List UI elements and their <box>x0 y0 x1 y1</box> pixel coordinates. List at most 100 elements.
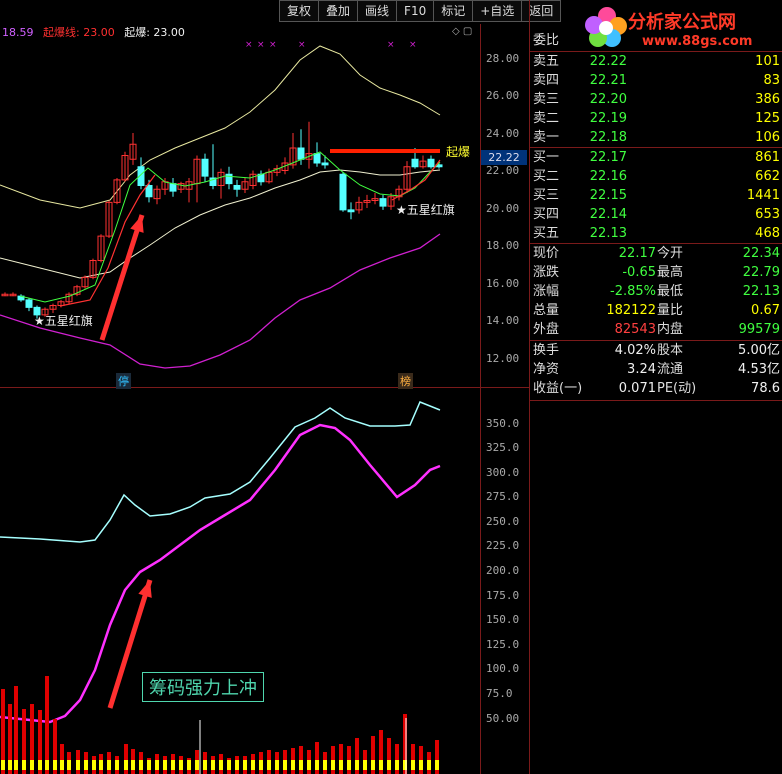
volume-bar-yellow <box>195 760 199 770</box>
volume-bar-yellow <box>99 760 103 770</box>
quote-divider <box>529 0 530 774</box>
volume-bar-yellow <box>107 760 111 770</box>
volume-bar-yellow <box>259 760 263 770</box>
buy-level-volume: 662 <box>755 169 780 184</box>
panel-divider <box>0 387 530 388</box>
stat-label: 内盘 <box>657 322 684 337</box>
upper-axis-tick: 14.00 <box>486 314 520 327</box>
volume-bar-yellow <box>291 760 295 770</box>
tag-bang: 榜 <box>398 373 413 389</box>
short-ma-line <box>19 151 441 303</box>
volume-bar-yellow <box>155 760 159 770</box>
lower-axis-tick: 175.0 <box>486 589 520 602</box>
sell-level: 卖五 22.22 101 <box>530 52 782 71</box>
volume-bar-yellow <box>379 760 383 770</box>
rising-ma-line <box>59 174 156 307</box>
add-watchlist-button[interactable]: +自选 <box>472 0 522 22</box>
f10-button[interactable]: F10 <box>396 0 434 22</box>
sell-level-volume: 101 <box>755 54 780 69</box>
volume-bar-yellow <box>331 760 335 770</box>
sell-level-price: 22.19 <box>589 111 627 126</box>
finance-label: 净资 <box>533 362 560 377</box>
candle-body <box>305 153 313 160</box>
candle-body <box>25 299 33 308</box>
stat-value: 22.17 <box>618 246 656 261</box>
buy-level: 买五 22.13 468 <box>530 224 782 243</box>
divider <box>530 243 782 244</box>
upper-axis-tick: 24.00 <box>486 127 520 140</box>
sell-level-label: 卖一 <box>533 130 560 145</box>
stat-row: 现价 22.17 今开 22.34 <box>530 244 782 263</box>
trend-arrow-head <box>130 215 144 233</box>
buy-level-label: 买一 <box>533 150 560 165</box>
candle-body <box>249 173 257 186</box>
volume-bar <box>411 744 415 774</box>
buy-level: 买三 22.15 1441 <box>530 186 782 205</box>
buy-level-price: 22.16 <box>589 169 627 184</box>
stat-value: 0.67 <box>751 303 780 318</box>
stat-row: 外盘 82543 内盘 99579 <box>530 320 782 339</box>
upper-axis-tick: 12.00 <box>486 352 520 365</box>
volume-bar <box>315 742 319 774</box>
finance-row: 收益(一) 0.071 PE(动) 78.6 <box>530 379 782 398</box>
trend-arrow <box>99 214 145 341</box>
signal-marker: × <box>409 40 417 50</box>
candle-body <box>427 158 435 168</box>
indicator-legend: 18.59 起爆线: 23.00 起爆: 23.00 <box>2 24 191 40</box>
signal-marker: × <box>257 40 265 50</box>
volume-bar <box>387 738 391 774</box>
finance-value: 3.24 <box>627 362 656 377</box>
back-button[interactable]: 返回 <box>521 0 562 22</box>
volume-bar-yellow <box>275 760 279 770</box>
legend-qibao-line: 起爆线: 23.00 <box>43 26 115 39</box>
lower-axis-tick: 200.0 <box>486 564 520 577</box>
draw-line-button[interactable]: 画线 <box>357 0 397 22</box>
candle-body <box>225 173 233 185</box>
volume-bar-yellow <box>355 760 359 770</box>
candle-body <box>363 200 371 203</box>
chip-line-magenta <box>0 423 441 724</box>
candle-body <box>241 181 249 190</box>
lower-axis-tick: 150.0 <box>486 613 520 626</box>
volume-bar <box>22 709 26 774</box>
finance-value: 4.02% <box>614 343 656 358</box>
volume-bar <box>38 710 42 774</box>
finance-row: 换手 4.02% 股本 5.00亿 <box>530 341 782 360</box>
volume-bar <box>339 744 343 774</box>
volume-bar-yellow <box>60 760 64 770</box>
qibao-label: 起爆 <box>446 145 471 159</box>
volume-bar-yellow <box>92 760 96 770</box>
candle-body <box>41 308 49 316</box>
finance-label: 换手 <box>533 343 560 358</box>
upper-band-line <box>0 45 441 209</box>
candle-body <box>65 293 73 303</box>
stat-row: 涨幅 -2.85% 最低 22.13 <box>530 282 782 301</box>
volume-bar-yellow <box>419 760 423 770</box>
webi-row: 委比 <box>530 31 782 50</box>
chip-arrow <box>107 579 153 709</box>
chart-toolbar: 复权 叠加 画线 F10 标记 +自选 返回 <box>279 0 562 22</box>
stat-label: 量比 <box>657 303 684 318</box>
upper-axis-tick: 20.00 <box>486 202 520 215</box>
sell-level-label: 卖三 <box>533 92 560 107</box>
buy-level-price: 22.14 <box>589 207 627 222</box>
volume-bar-yellow <box>14 760 18 770</box>
volume-bar-yellow <box>411 760 415 770</box>
lower-axis-tick: 325.0 <box>486 441 520 454</box>
sell-level-volume: 83 <box>763 73 780 88</box>
volume-bar-yellow <box>427 760 431 770</box>
buy-level-label: 买四 <box>533 207 560 222</box>
volume-bar-yellow <box>339 760 343 770</box>
mark-button[interactable]: 标记 <box>433 0 473 22</box>
upper-axis-tick: 16.00 <box>486 277 520 290</box>
overlay-button[interactable]: 叠加 <box>318 0 358 22</box>
candle-body <box>419 160 427 168</box>
lower-axis-tick: 275.0 <box>486 490 520 503</box>
sell-level-label: 卖五 <box>533 54 560 69</box>
finance-value: 0.071 <box>618 381 656 396</box>
candle-body <box>339 173 347 211</box>
restore-rights-button[interactable]: 复权 <box>279 0 319 22</box>
sell-level-volume: 106 <box>755 130 780 145</box>
buy-level-volume: 861 <box>755 150 780 165</box>
candle-body <box>73 286 81 295</box>
